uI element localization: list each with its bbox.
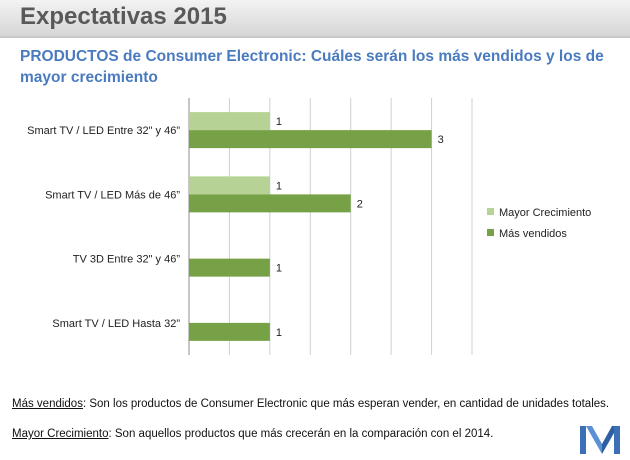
legend-swatch (487, 208, 494, 215)
legend-label: Más vendidos (499, 228, 567, 240)
category-label: TV 3D Entre 32" y 46” (73, 254, 181, 266)
data-label: 3 (438, 134, 444, 146)
bar (189, 112, 270, 131)
data-label: 1 (276, 327, 282, 339)
bar (189, 130, 432, 149)
note-mas-vendidos: Más vendidos: Son los productos de Consu… (12, 398, 609, 410)
bar (189, 194, 351, 213)
category-label: Smart TV / LED Hasta 32” (52, 318, 180, 330)
page-title: Expectativas 2015 (20, 3, 227, 30)
category-label: Smart TV / LED Entre 32" y 46” (27, 125, 180, 137)
data-label: 1 (276, 263, 282, 275)
category-label: Smart TV / LED Más de 46” (45, 189, 180, 201)
note-term: Mayor Crecimiento (12, 428, 109, 440)
note-term: Más vendidos (12, 398, 83, 410)
m-logo-icon (580, 426, 620, 454)
bar-chart: Smart TV / LED Entre 32" y 46” 1 3 Smart TV… (27, 98, 591, 355)
data-label: 1 (276, 116, 282, 128)
bar (189, 322, 270, 341)
legend-label: Mayor Crecimiento (499, 207, 591, 219)
legend-swatch (487, 229, 494, 236)
note-mayor-crecimiento: Mayor Crecimiento: Son aquellos producto… (12, 428, 493, 440)
note-text: : Son los productos de Consumer Electron… (82, 398, 610, 410)
bar (189, 176, 270, 195)
bar (189, 258, 270, 277)
chart-subtitle: PRODUCTOS de Consumer Electronic: Cuáles… (20, 48, 604, 86)
note-text: : Son aquellos productos que más crecerá… (108, 428, 494, 440)
data-label: 1 (276, 180, 282, 192)
title-bar: Expectativas 2015 (0, 0, 630, 38)
data-label: 2 (357, 198, 363, 210)
